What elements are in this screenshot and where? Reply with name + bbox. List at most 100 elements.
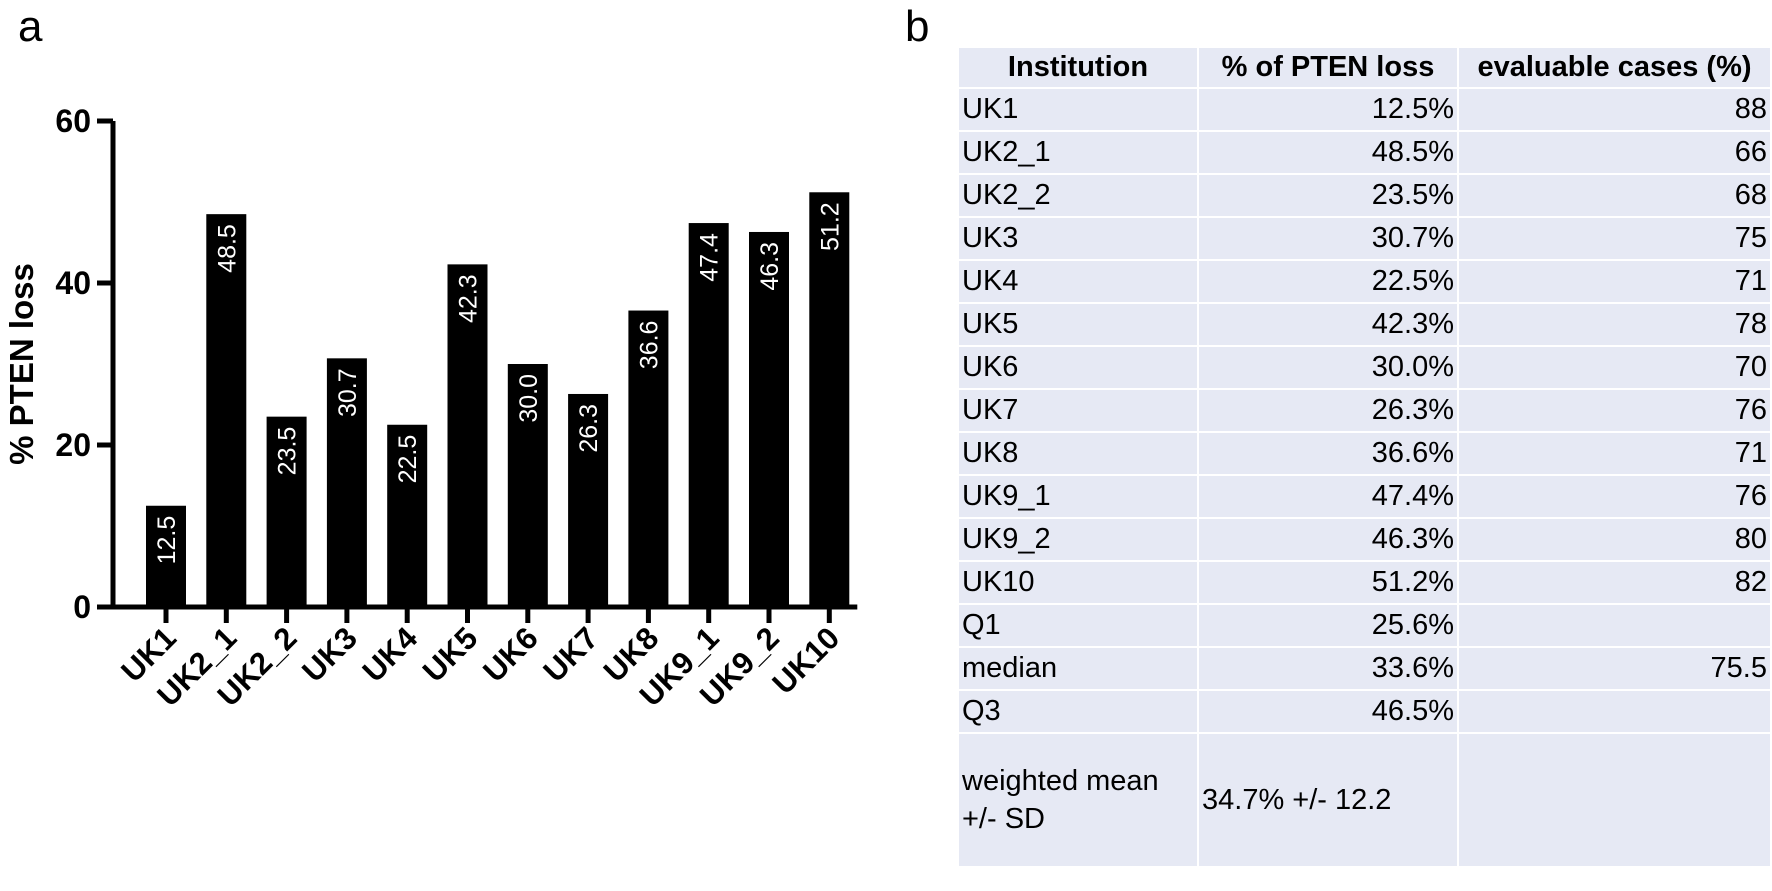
cell-pten-loss: 42.3% [1197,302,1459,347]
cell-evaluable-cases: 70 [1457,345,1772,390]
cell-evaluable-cases: 71 [1457,431,1772,476]
bar [387,424,428,607]
cell-evaluable-cases: 82 [1457,560,1772,605]
cell-institution: UK1 [957,87,1199,132]
table-row: UK1 12.5% 88 [957,87,1772,132]
cell-evaluable-cases: 75 [1457,216,1772,261]
table-body: UK1 12.5% 88 UK2_1 48.5% 66 UK2_2 23.5% 68 UK3 30.… [957,87,1772,868]
cell-evaluable-cases: 76 [1457,388,1772,433]
cell-pten-loss: 30.0% [1197,345,1459,390]
cell-pten-loss: 26.3% [1197,388,1459,433]
cell-institution: Q1 [957,603,1199,648]
x-tick-label: UK10 [765,620,846,701]
bar-value-label: 36.6 [635,321,663,370]
cell-pten-loss: 48.5% [1197,130,1459,175]
bar-value-label: 26.3 [575,404,603,453]
table-row: UK2_2 23.5% 68 [957,173,1772,218]
cell-pten-loss: 47.4% [1197,474,1459,519]
bar-value-label: 30.7 [334,368,362,417]
cell-pten-loss: 46.3% [1197,517,1459,562]
bar [266,416,307,607]
bar [447,264,488,607]
cell-institution: UK2_2 [957,173,1199,218]
cell-institution: UK9_2 [957,517,1199,562]
cell-evaluable-cases: 68 [1457,173,1772,218]
table-row: UK10 51.2% 82 [957,560,1772,605]
cell-summary-value: 34.7% +/- 12.2 [1197,732,1459,868]
cell-evaluable-cases: 88 [1457,87,1772,132]
cell-institution: UK5 [957,302,1199,347]
table-row: UK9_1 47.4% 76 [957,474,1772,519]
cell-pten-loss: 30.7% [1197,216,1459,261]
table-row: UK5 42.3% 78 [957,302,1772,347]
bar-value-label: 48.5 [213,224,241,273]
x-tick-label: UK6 [476,620,545,689]
y-tick-label: 20 [55,427,91,463]
cell-evaluable-cases [1457,689,1772,734]
bar [628,310,669,607]
cell-evaluable-cases: 75.5 [1457,646,1772,691]
header-pten-loss: % of PTEN loss [1197,46,1459,89]
bar [568,393,609,607]
cell-institution: UK7 [957,388,1199,433]
cell-pten-loss: 12.5% [1197,87,1459,132]
y-axis-label: % PTEN loss [3,263,40,465]
cell-institution: UK3 [957,216,1199,261]
cell-institution: UK2_1 [957,130,1199,175]
bar-value-label: 22.5 [394,435,422,484]
panel-label-a: a [18,2,43,51]
cell-evaluable-cases [1457,603,1772,648]
bar-value-label: 47.4 [696,233,724,282]
header-evaluable-cases: evaluable cases (%) [1457,46,1772,89]
pten-table: Institution % of PTEN loss evaluable cas… [957,46,1772,868]
cell-pten-loss: 23.5% [1197,173,1459,218]
cell-institution: median [957,646,1199,691]
cell-institution: UK10 [957,560,1199,605]
cell-pten-loss: 51.2% [1197,560,1459,605]
bar [688,223,729,607]
cell-evaluable-cases: 76 [1457,474,1772,519]
cell-evaluable-cases: 78 [1457,302,1772,347]
cell-pten-loss: 36.6% [1197,431,1459,476]
cell-pten-loss: 33.6% [1197,646,1459,691]
panel-label-b: b [905,2,930,51]
bar [206,214,247,607]
cell-pten-loss: 22.5% [1197,259,1459,304]
table-row: median 33.6% 75.5 [957,646,1772,691]
table-summary-row: weighted mean +/- SD 34.7% +/- 12.2 [957,732,1772,868]
cell-institution: UK6 [957,345,1199,390]
bar-value-label: 12.5 [153,516,181,565]
table-row: UK8 36.6% 71 [957,431,1772,476]
y-tick-label: 0 [73,589,91,625]
bar [809,192,850,607]
x-tick-label: UK4 [356,620,425,689]
y-tick-label: 40 [55,265,91,301]
bar [146,505,186,607]
cell-summary-cases [1457,732,1772,868]
cell-pten-loss: 25.6% [1197,603,1459,648]
bar-value-label: 46.3 [756,242,784,291]
cell-summary-label: weighted mean +/- SD [957,732,1199,868]
bar-value-label: 51.2 [816,202,844,251]
table-row: UK7 26.3% 76 [957,388,1772,433]
bar [326,358,367,607]
cell-institution: UK8 [957,431,1199,476]
bar-value-label: 42.3 [455,274,483,323]
x-tick-label: UK7 [536,620,605,689]
bar-value-label: 23.5 [274,427,302,476]
cell-institution: Q3 [957,689,1199,734]
cell-evaluable-cases: 66 [1457,130,1772,175]
bar-value-label: 30.0 [515,374,543,423]
x-tick-label: UK5 [416,620,485,689]
cell-evaluable-cases: 71 [1457,259,1772,304]
cell-pten-loss: 46.5% [1197,689,1459,734]
bar [507,364,548,607]
cell-institution: UK9_1 [957,474,1199,519]
table-header-row: Institution % of PTEN loss evaluable cas… [957,46,1772,89]
table-row: UK2_1 48.5% 66 [957,130,1772,175]
bar [749,231,789,607]
cell-evaluable-cases: 80 [1457,517,1772,562]
table-row: UK6 30.0% 70 [957,345,1772,390]
table-row: UK4 22.5% 71 [957,259,1772,304]
